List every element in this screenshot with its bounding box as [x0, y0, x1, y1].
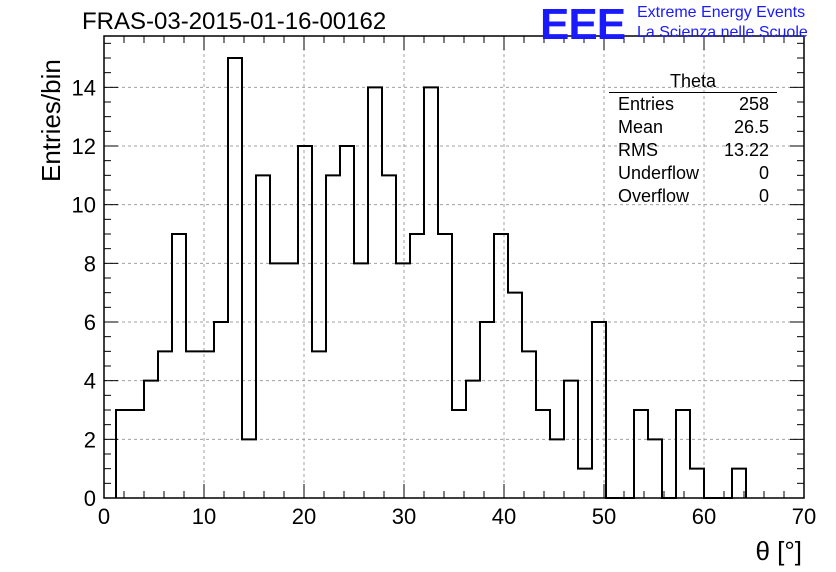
x-tick-label: 10: [192, 504, 216, 529]
stats-value: 26.5: [733, 117, 769, 137]
histogram-bar: [522, 351, 536, 498]
stats-row: Mean 26.5: [609, 116, 777, 139]
stats-title: Theta: [609, 72, 777, 93]
stats-label: Mean: [618, 117, 664, 137]
eee-logo: EEE Extreme Energy Events La Scienza nel…: [540, 0, 836, 49]
stats-value: 13.22: [723, 140, 769, 160]
histogram-bar: [186, 351, 200, 498]
histogram-bar: [116, 410, 130, 498]
stats-value: 0: [758, 186, 769, 206]
histogram-bar: [284, 263, 298, 498]
stats-row: Underflow 0: [609, 162, 777, 185]
histogram-bar: [648, 439, 662, 498]
histogram-bar: [508, 293, 522, 498]
stats-row: Entries 258: [609, 93, 777, 116]
histogram-bar: [382, 175, 396, 498]
histogram-bar: [144, 381, 158, 498]
histogram-bar: [410, 234, 424, 498]
x-tick-label: 20: [292, 504, 316, 529]
stats-row: RMS 13.22: [609, 139, 777, 162]
histogram-bar: [466, 381, 480, 498]
logo-mark: EEE: [540, 0, 626, 49]
x-tick-label: 0: [98, 504, 110, 529]
y-axis-label: Entries/bin: [36, 59, 66, 182]
y-tick-label: 14: [72, 75, 96, 100]
stats-label: Entries: [618, 94, 675, 114]
axes: 0 10 20 30 40 50 60 70 0 2 4 6 8 10 12 14: [72, 35, 816, 529]
histogram-bar: [228, 58, 242, 498]
histogram-bar: [536, 410, 550, 498]
histogram-bar: [424, 87, 438, 498]
stats-row: Overflow 0: [609, 185, 777, 208]
histogram-bar: [312, 351, 326, 498]
histogram-bar: [690, 469, 704, 498]
logo-line1: Extreme Energy Events: [637, 4, 806, 21]
histogram-bar: [242, 439, 256, 498]
histogram-bar: [592, 322, 606, 498]
y-tick-label: 10: [72, 193, 96, 218]
x-tick-label: 40: [492, 504, 516, 529]
histogram-bar: [200, 351, 214, 498]
histogram-outline: [115, 57, 747, 499]
histogram-bars: [115, 57, 747, 499]
y-tick-label: 4: [84, 369, 96, 394]
histogram-bar: [172, 234, 186, 498]
stats-value: 0: [758, 163, 769, 183]
histogram-bar: [452, 410, 466, 498]
histogram-bar: [256, 175, 270, 498]
histogram-bar: [634, 410, 648, 498]
histogram-bar: [270, 263, 284, 498]
stats-value: 258: [738, 94, 769, 114]
histogram-bar: [298, 146, 312, 498]
histogram-bar: [158, 351, 172, 498]
histogram-bar: [130, 410, 144, 498]
x-tick-label: 70: [792, 504, 816, 529]
histogram-bar: [494, 234, 508, 498]
stats-label: Overflow: [618, 186, 690, 206]
histogram-bar: [578, 469, 592, 498]
histogram-bar: [396, 263, 410, 498]
x-axis-label: θ [°]: [755, 536, 802, 566]
histogram-bar: [368, 87, 382, 498]
x-tick-label: 60: [692, 504, 716, 529]
histogram-bar: [480, 322, 494, 498]
logo-line2: La Scienza nelle Scuole: [637, 24, 808, 41]
y-axis-label-wrap: Entries/bin: [6, 59, 66, 190]
histogram-bar: [564, 381, 578, 498]
histogram-bar: [214, 322, 228, 498]
x-tick-label: 50: [592, 504, 616, 529]
stats-label: Underflow: [618, 163, 700, 183]
y-tick-label: 6: [84, 310, 96, 335]
histogram-bar: [340, 146, 354, 498]
y-tick-label: 12: [72, 134, 96, 159]
histogram-bar: [354, 263, 368, 498]
y-tick-label: 0: [84, 486, 96, 511]
y-tick-label: 8: [84, 251, 96, 276]
y-tick-label: 2: [84, 427, 96, 452]
x-tick-label: 30: [392, 504, 416, 529]
histogram-bar: [438, 234, 452, 498]
stats-label: RMS: [618, 140, 658, 160]
histogram-bar: [550, 439, 564, 498]
stats-box: Theta Entries 258 Mean 26.5 RMS 13.22 Un…: [609, 72, 777, 208]
histogram-bar: [676, 410, 690, 498]
chart-title: FRAS-03-2015-01-16-00162: [82, 8, 387, 35]
histogram-bar: [326, 175, 340, 498]
plot-frame: [103, 35, 805, 499]
